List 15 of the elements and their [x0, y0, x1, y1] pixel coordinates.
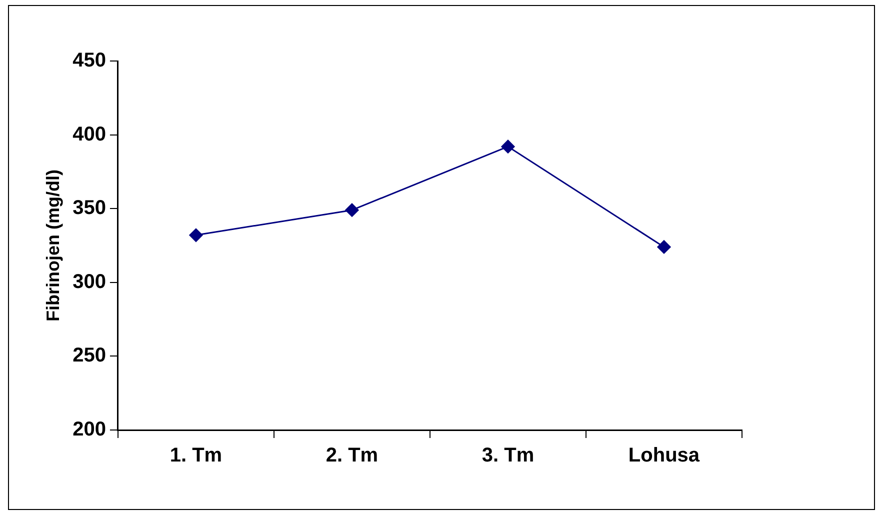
point	[501, 140, 515, 154]
y-tick-label: 350	[72, 197, 106, 220]
y-axis-title: Fibrinojen (mg/dl)	[42, 170, 63, 322]
x-tick-label: 1. Tm	[170, 444, 222, 467]
y-tick-label: 200	[72, 418, 106, 441]
point	[657, 240, 671, 254]
y-tick-label: 300	[72, 270, 106, 293]
y-tick-label: 250	[72, 344, 106, 367]
y-tick-label: 400	[72, 123, 106, 146]
point	[189, 228, 203, 242]
point	[345, 203, 359, 217]
x-tick-label: 3. Tm	[482, 444, 534, 467]
x-tick-label: 2. Tm	[326, 444, 378, 467]
y-tick-label: 450	[72, 50, 106, 72]
x-tick-label: Lohusa	[628, 444, 700, 467]
